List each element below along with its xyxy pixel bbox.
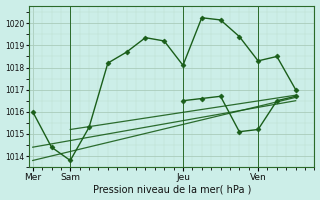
X-axis label: Pression niveau de la mer( hPa ): Pression niveau de la mer( hPa ) xyxy=(92,184,251,194)
